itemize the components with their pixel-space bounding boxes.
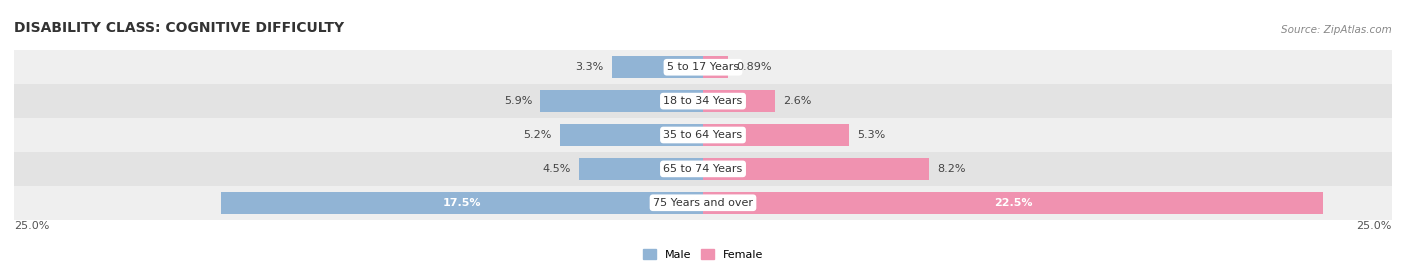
Text: DISABILITY CLASS: COGNITIVE DIFFICULTY: DISABILITY CLASS: COGNITIVE DIFFICULTY — [14, 21, 344, 35]
Text: 0.89%: 0.89% — [735, 62, 772, 72]
Bar — [703, 56, 727, 78]
Bar — [221, 192, 703, 214]
Text: 18 to 34 Years: 18 to 34 Years — [664, 96, 742, 106]
Text: 2.6%: 2.6% — [783, 96, 811, 106]
Text: 5.9%: 5.9% — [503, 96, 531, 106]
Legend: Male, Female: Male, Female — [638, 245, 768, 264]
Bar — [14, 152, 1392, 186]
Bar — [14, 186, 1392, 220]
Text: 17.5%: 17.5% — [443, 198, 481, 208]
Text: Source: ZipAtlas.com: Source: ZipAtlas.com — [1281, 25, 1392, 35]
Bar — [703, 124, 849, 146]
Text: 8.2%: 8.2% — [938, 164, 966, 174]
Bar — [703, 90, 775, 112]
Bar — [14, 118, 1392, 152]
Bar — [612, 56, 703, 78]
Text: 22.5%: 22.5% — [994, 198, 1032, 208]
Text: 5 to 17 Years: 5 to 17 Years — [666, 62, 740, 72]
Bar — [14, 50, 1392, 84]
Text: 5.2%: 5.2% — [523, 130, 551, 140]
Text: 65 to 74 Years: 65 to 74 Years — [664, 164, 742, 174]
Bar — [579, 158, 703, 180]
Text: 25.0%: 25.0% — [1357, 221, 1392, 231]
Bar — [14, 84, 1392, 118]
Bar — [703, 158, 929, 180]
Bar — [540, 90, 703, 112]
Bar — [703, 192, 1323, 214]
Text: 25.0%: 25.0% — [14, 221, 49, 231]
Text: 35 to 64 Years: 35 to 64 Years — [664, 130, 742, 140]
Text: 4.5%: 4.5% — [543, 164, 571, 174]
Text: 5.3%: 5.3% — [858, 130, 886, 140]
Text: 75 Years and over: 75 Years and over — [652, 198, 754, 208]
Bar — [560, 124, 703, 146]
Text: 3.3%: 3.3% — [575, 62, 603, 72]
